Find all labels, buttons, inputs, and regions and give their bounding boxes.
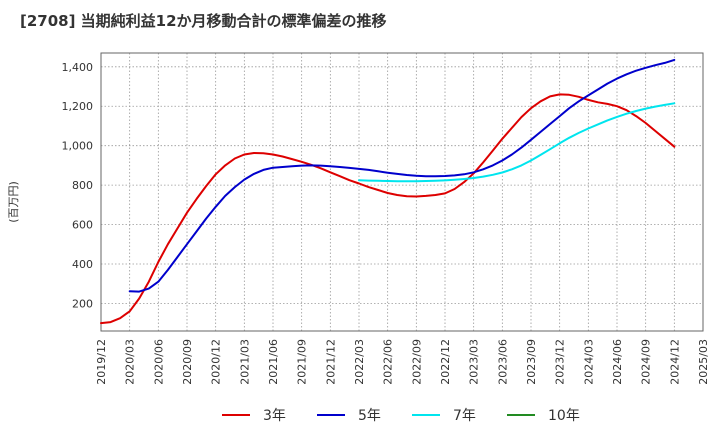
x-tick-label: 2021/12 [324,339,337,385]
x-tick-label: 2024/06 [611,339,624,385]
y-tick-label: 400 [72,258,93,271]
x-tick-label: 2020/06 [152,339,165,385]
legend-label: 5年 [358,408,381,424]
y-axis-label: (百万円) [7,181,20,223]
y-tick-label: 600 [72,219,93,232]
series-line-3 [358,102,676,183]
x-tick-label: 2022/09 [410,339,423,385]
x-tick-label: 2023/12 [554,339,567,385]
y-tick-label: 800 [72,179,93,192]
x-tick-label: 2020/12 [210,339,223,385]
legend-item: 5年 [317,408,381,424]
legend-item: 10年 [507,408,580,424]
plot-frame [100,52,704,332]
y-axis-ticks: 200 400 600 800 1,000 1,200 1,400 [62,61,94,311]
x-tick-label: 2024/09 [640,339,653,385]
x-axis-ticks: 2019/12 2020/03 2020/06 2020/09 2020/12 2021/… [95,339,710,385]
x-tick-label: 2023/03 [468,339,481,385]
x-tick-label: 2024/03 [582,339,595,385]
x-tick-label: 2025/03 [697,339,710,385]
x-tick-label: 2022/03 [353,339,366,385]
x-tick-label: 2020/03 [124,339,137,385]
series-line-2 [128,58,676,293]
x-tick-label: 2023/09 [525,339,538,385]
x-tick-label: 2021/03 [238,339,251,385]
legend-label: 3年 [263,408,286,424]
x-tick-label: 2023/06 [496,339,509,385]
x-tick-label: 2022/06 [382,339,395,385]
x-tick-label: 2020/09 [181,339,194,385]
x-tick-label: 2024/12 [668,339,681,385]
x-tick-label: 2021/06 [267,339,280,385]
y-tick-label: 1,400 [62,61,94,74]
grid [100,53,704,331]
legend: 3年 5年 7年 10年 [222,408,580,424]
y-tick-label: 200 [72,297,93,310]
legend-label: 7年 [453,408,476,424]
y-tick-label: 1,000 [62,140,94,153]
legend-item: 7年 [412,408,476,424]
legend-item: 3年 [222,408,286,424]
legend-label: 10年 [548,408,580,424]
series-lines [100,58,676,325]
chart-title: [2708] 当期純利益12か月移動合計の標準偏差の推移 [20,12,387,30]
series-line-1 [100,93,676,325]
plot-area [101,53,703,331]
x-tick-label: 2022/12 [439,339,452,385]
x-tick-label: 2019/12 [95,339,108,385]
y-tick-label: 1,200 [62,100,94,113]
x-tick-label: 2021/09 [296,339,309,385]
